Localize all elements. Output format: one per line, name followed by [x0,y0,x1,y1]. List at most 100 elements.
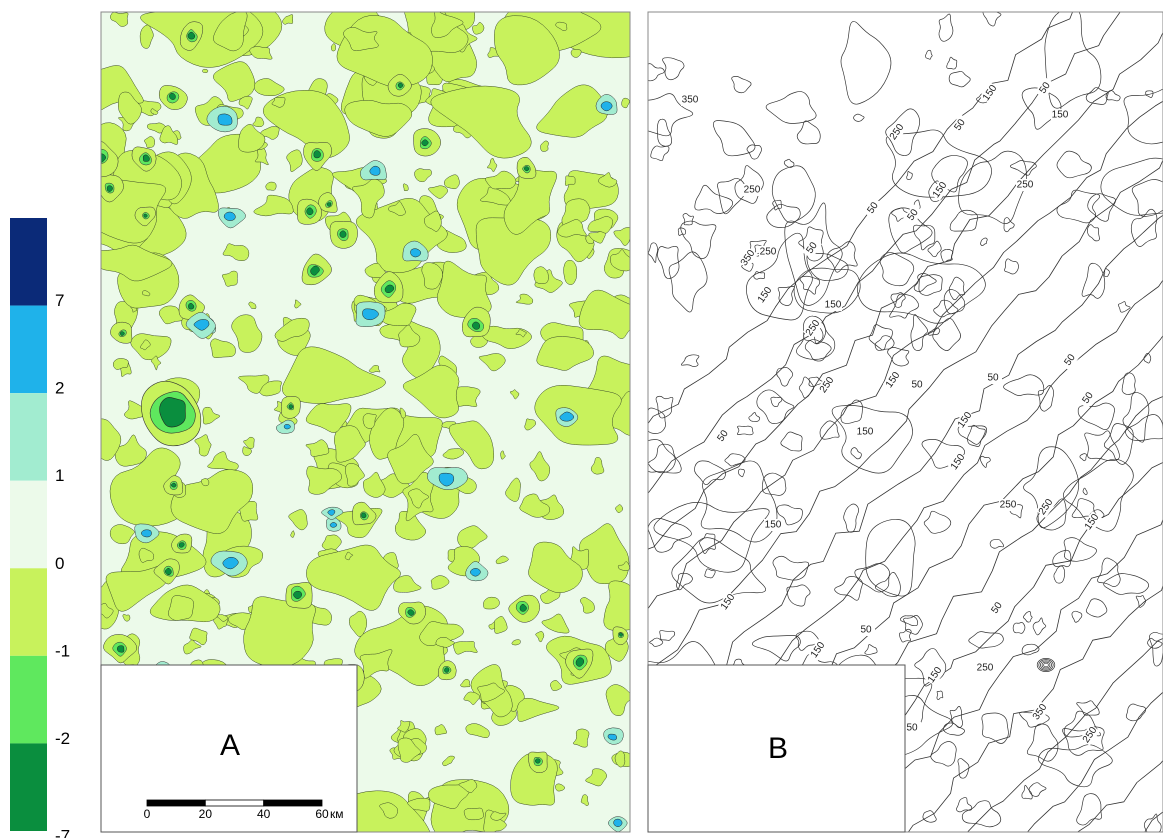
contour-line [700,534,716,554]
contour-line [1077,794,1102,825]
contour-line [648,243,657,263]
contour-line [983,7,1001,26]
contour-line [1137,0,1163,838]
area [614,819,623,827]
contour-line [752,635,800,661]
contour-line [1005,259,1019,274]
contour-line [767,204,801,227]
contour-line [880,253,914,286]
contour-label: 250 [977,663,994,674]
scale-segment [147,800,205,806]
contour-line [787,585,810,606]
area [168,595,193,620]
contour-line [958,759,969,779]
contour-line [947,57,957,69]
contour-line [1087,225,1099,241]
area [565,176,575,186]
contour-label: 250 [804,318,823,338]
contour-line [1086,88,1108,105]
contour-line [1044,663,1049,667]
contour-line [657,119,671,146]
contour-line [907,171,913,179]
contour-line [713,121,755,156]
contour-line [1126,414,1163,440]
area [464,808,483,820]
legend-label: 7 [55,291,64,310]
contour-line [681,221,716,258]
contour-line [928,241,941,257]
contour-line [781,432,802,451]
legend-swatch [10,481,47,569]
area [113,358,128,369]
legend-label: 0 [55,554,64,573]
contour-label: 50 [911,380,923,391]
legend-label: -1 [55,641,70,660]
area [117,646,124,653]
area [340,231,346,238]
contour-line [1122,373,1135,395]
contour-label: 250 [1017,180,1034,191]
area [202,69,207,73]
contour-label: 350 [1031,702,1050,722]
legend-swatch [10,306,47,394]
contour-label: 150 [926,665,945,685]
contour-line [1039,660,1053,671]
contour-label: 150 [981,83,1000,103]
contour-line [969,632,1004,649]
area [524,167,529,171]
panel-label: B [768,732,788,765]
contour-line [1022,785,1032,799]
contour-label: 150 [949,452,968,472]
legend: 7210-1-2-7 [10,218,70,838]
panel-label: A [220,729,240,762]
contour-line [1033,618,1046,635]
contour-label: 250 [760,247,777,258]
contour-line [1078,403,1114,430]
contour-label: 150 [765,520,782,531]
area [535,759,540,764]
contour-line [950,706,963,727]
contour-line [937,691,943,700]
contour-line [1057,151,1091,178]
contour-line [1088,194,1116,222]
contour-line [875,572,900,596]
contour-line [656,396,673,418]
contour-line [1010,160,1036,175]
contour-line [669,252,707,312]
contour-line [800,276,820,294]
area [327,203,331,207]
contour-line [660,631,675,641]
contour-line [658,246,679,278]
page: 7210-1-2-7 A 0204060км 35015050150250502… [0,0,1163,838]
contour-line [672,538,766,603]
contour-line [827,242,857,273]
contour-line [681,355,699,367]
contour-line [869,325,892,350]
contour-label: 250 [1037,497,1056,517]
area [483,597,499,609]
contour-line [737,426,753,435]
legend-swatch [10,568,47,656]
scale-segment [205,800,263,806]
area [144,214,148,217]
contour-line [1029,783,1046,797]
legend-label: -2 [55,729,70,748]
contour-line [1053,550,1071,566]
area [289,405,293,409]
scale-label: 60 [315,807,329,821]
contour-line [1082,263,1105,298]
contour-line [1086,599,1107,617]
contour-line [1104,573,1149,594]
contour-line [925,50,932,59]
contour-label: 150 [809,640,828,660]
contour-line [1118,302,1130,313]
contour-line [695,185,733,213]
area [141,530,151,537]
contour-line [766,92,816,124]
scale-label: 40 [257,807,271,821]
legend-label: -7 [55,826,70,838]
contour-label: 50 [860,625,872,636]
contour-line [865,645,877,655]
contour-line [1054,566,1065,583]
contour-line [832,405,912,473]
